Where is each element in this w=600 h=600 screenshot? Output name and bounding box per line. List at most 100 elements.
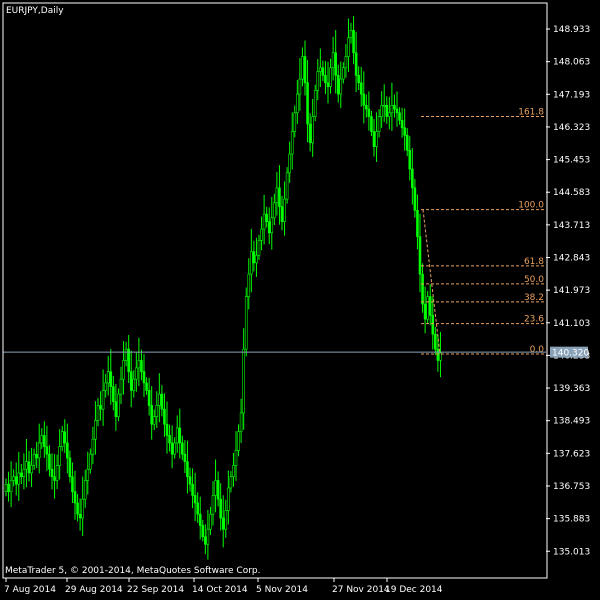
candle-body <box>365 104 368 110</box>
candle-body <box>423 303 427 320</box>
candle-body <box>329 67 332 87</box>
y-tick-label: 135.883 <box>553 515 590 525</box>
candle-body <box>359 82 363 95</box>
candle-body <box>321 67 325 76</box>
candle-body <box>35 453 38 459</box>
candle-body <box>37 442 41 459</box>
candle-body <box>418 236 422 275</box>
candle-body <box>288 153 291 174</box>
candle-body <box>285 172 289 200</box>
candle-body <box>362 93 366 106</box>
candle-body <box>60 431 64 447</box>
fibo-trendline[interactable] <box>422 209 441 355</box>
candle-body <box>71 476 74 493</box>
candle-body <box>206 528 210 545</box>
candle-body <box>426 296 429 320</box>
candle-body <box>63 431 67 444</box>
candle-body <box>347 37 350 57</box>
candle-body <box>408 150 412 170</box>
candle-body <box>367 108 371 117</box>
candle-body <box>186 461 189 478</box>
candle-body <box>290 131 294 155</box>
candle-body <box>99 405 102 410</box>
candle-body <box>112 386 115 402</box>
candle-body <box>352 29 355 54</box>
candle-body <box>370 116 373 132</box>
candle-body <box>127 348 130 372</box>
candle-body <box>122 360 125 380</box>
candle-body <box>158 393 161 406</box>
y-tick-label: 148.933 <box>553 25 590 35</box>
fibo-level-label: 61.8 <box>524 257 544 267</box>
y-tick-label: 144.583 <box>553 188 590 198</box>
fibo-level-label: 23.6 <box>524 315 544 325</box>
fibo-level-label: 100.0 <box>518 201 544 211</box>
candle-body <box>142 371 146 384</box>
candle-body <box>400 120 404 129</box>
symbol-label: EURJPY,Daily <box>6 6 64 16</box>
y-tick-label: 148.063 <box>553 58 590 68</box>
candle-body <box>89 453 92 470</box>
candle-body <box>155 405 159 417</box>
candle-body <box>232 465 235 478</box>
candle-body <box>388 112 391 117</box>
candle-body <box>306 82 309 125</box>
candle-body <box>193 495 197 504</box>
candle-body <box>86 468 90 481</box>
candle-body <box>221 517 225 530</box>
candle-body <box>224 510 228 530</box>
candle-body <box>53 476 56 481</box>
y-tick-label: 136.753 <box>553 482 590 492</box>
candle-body <box>175 427 179 444</box>
candles-layer <box>4 16 442 560</box>
y-tick-label: 141.103 <box>553 319 590 329</box>
candle-body <box>124 348 128 361</box>
candle-body <box>191 483 194 496</box>
candle-body <box>168 435 171 444</box>
candle-body <box>135 367 138 380</box>
candle-body <box>20 472 23 478</box>
y-tick-label: 145.453 <box>553 156 590 166</box>
candle-body <box>91 438 95 455</box>
candle-body <box>94 420 97 440</box>
candle-body <box>393 104 396 110</box>
fibo-level-label: 38.2 <box>524 293 544 303</box>
x-tick-label: 27 Nov 2014 <box>332 585 390 595</box>
candle-body <box>262 213 266 230</box>
candle-body <box>252 251 256 264</box>
copyright-label: MetaTrader 5, © 2001-2014, MetaQuotes So… <box>5 566 261 576</box>
candle-body <box>73 491 77 504</box>
candle-body <box>4 483 8 493</box>
candle-body <box>257 240 261 256</box>
candle-body <box>140 360 143 372</box>
candle-body <box>354 52 358 76</box>
candle-body <box>58 446 61 466</box>
current-price-label: 140.320 <box>552 349 589 359</box>
candle-body <box>303 56 307 84</box>
candle-body <box>377 116 381 132</box>
y-tick-label: 143.713 <box>553 221 590 231</box>
candle-body <box>181 442 184 455</box>
y-tick-label: 137.623 <box>553 449 590 459</box>
candle-body <box>48 453 51 470</box>
candle-body <box>170 442 174 455</box>
candle-body <box>413 187 417 211</box>
candle-body <box>68 457 72 478</box>
candle-body <box>209 513 212 530</box>
candle-body <box>313 89 317 117</box>
candle-body <box>27 461 31 474</box>
candle-body <box>439 352 442 361</box>
fibo-level-label: 0.0 <box>530 345 545 355</box>
candle-body <box>403 127 406 136</box>
candle-body <box>250 251 253 275</box>
fibonacci-retracement[interactable]: 161.8 100.0 61.8 50.0 38.2 23.6 0.0 <box>421 108 546 355</box>
y-tick-label: 139.363 <box>553 384 590 394</box>
candle-body <box>188 476 192 485</box>
candle-body <box>109 371 113 387</box>
x-tick-label: 22 Sep 2014 <box>127 585 184 595</box>
candle-body <box>316 71 320 91</box>
candle-body <box>198 513 202 526</box>
x-tick-label: 19 Dec 2014 <box>385 585 443 595</box>
candle-body <box>201 525 205 538</box>
